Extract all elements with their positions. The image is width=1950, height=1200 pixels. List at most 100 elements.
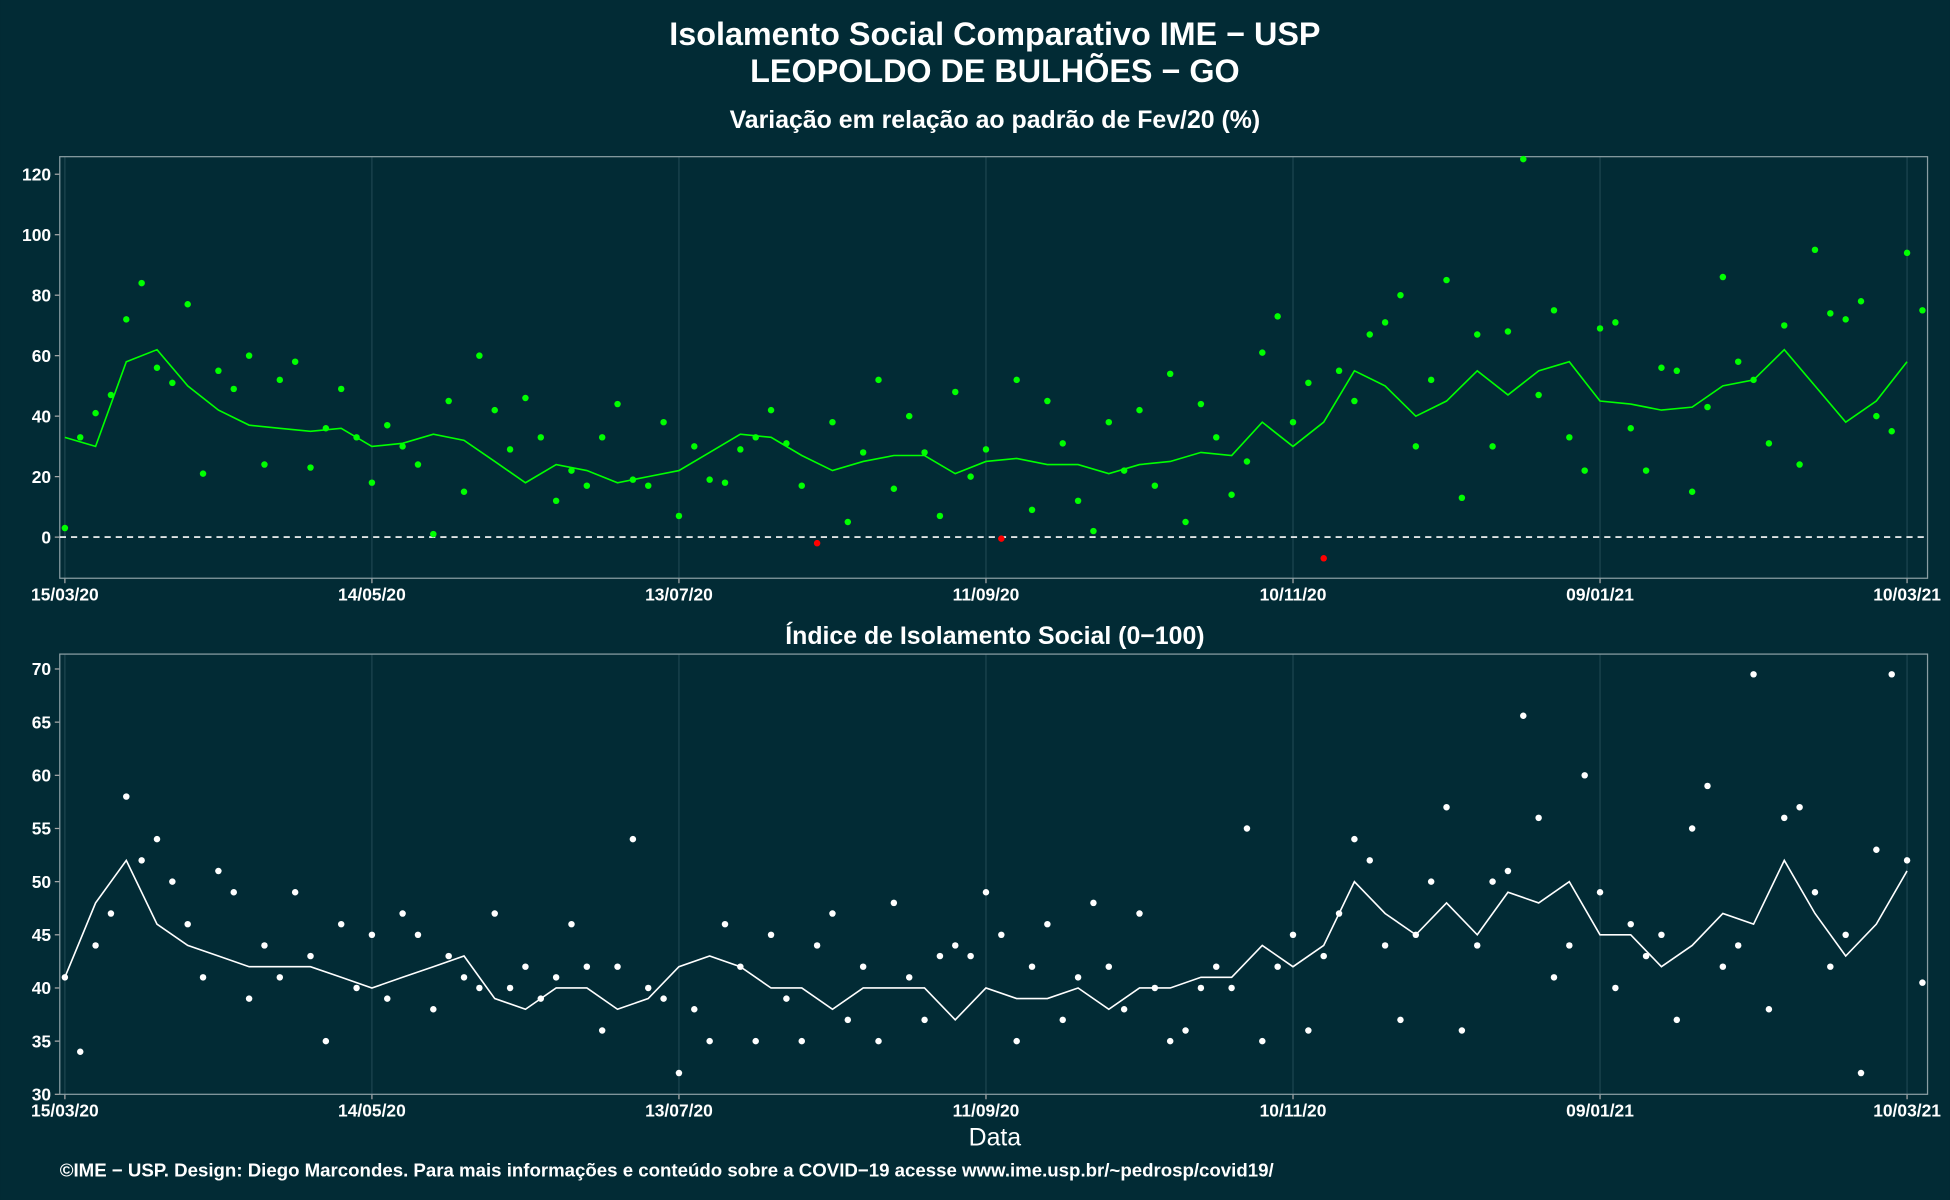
point [645, 984, 652, 992]
point [1903, 857, 1911, 864]
point [798, 482, 805, 489]
point [169, 379, 176, 387]
point [998, 535, 1005, 542]
point [92, 409, 99, 417]
point [445, 952, 452, 960]
point [890, 899, 898, 907]
point [1243, 825, 1251, 832]
point [307, 952, 314, 960]
point [491, 406, 498, 414]
point [1873, 412, 1880, 420]
point [1397, 1016, 1404, 1024]
y-tick-label: 40 [32, 406, 51, 426]
point [322, 1037, 330, 1045]
point [460, 974, 468, 981]
point [476, 984, 483, 992]
point [829, 418, 836, 426]
point [1305, 379, 1312, 387]
point [414, 931, 422, 939]
point [1105, 963, 1113, 970]
point [1074, 974, 1082, 981]
point [1796, 461, 1803, 468]
point [1259, 349, 1266, 356]
point [1719, 963, 1727, 970]
point [921, 1016, 928, 1024]
point [859, 449, 867, 456]
plot-frame [59, 156, 1929, 579]
y-tick-label: 60 [32, 766, 51, 786]
point [982, 889, 990, 896]
point [1873, 846, 1880, 853]
point [199, 974, 207, 981]
point [1182, 1027, 1189, 1034]
point [1688, 825, 1696, 832]
point [568, 920, 575, 928]
y-tick-label: 80 [32, 285, 51, 305]
point [1381, 319, 1389, 326]
point [1090, 527, 1097, 535]
x-tick-label: 10/03/21 [1873, 585, 1941, 605]
point [1612, 984, 1619, 992]
point [660, 995, 667, 1002]
point [1259, 1037, 1266, 1045]
point [1381, 942, 1389, 949]
point [629, 835, 637, 843]
y-tick-label: 55 [32, 819, 52, 839]
point [1535, 814, 1542, 822]
point [1627, 920, 1634, 928]
point [1781, 814, 1788, 822]
point [1811, 246, 1819, 254]
point [123, 316, 130, 323]
y-tick-label: 0 [41, 527, 51, 547]
point [184, 920, 191, 928]
point [1182, 518, 1189, 526]
point [583, 963, 591, 970]
point [552, 497, 560, 505]
y-tick-label: 35 [32, 1031, 52, 1051]
point [522, 394, 529, 402]
point [414, 461, 422, 468]
point [721, 920, 729, 928]
point [138, 279, 145, 287]
point [767, 406, 775, 414]
point [337, 385, 345, 393]
point [1581, 467, 1588, 474]
point [691, 1006, 698, 1013]
point [261, 461, 268, 468]
point [875, 376, 882, 384]
y-tick-label: 20 [32, 467, 51, 487]
point [230, 385, 237, 393]
point [890, 485, 898, 492]
point [1059, 1016, 1066, 1024]
y-tick-label: 40 [32, 978, 51, 998]
point [199, 470, 207, 477]
point [506, 984, 514, 992]
point [1320, 952, 1327, 960]
point [1305, 1027, 1312, 1034]
point [1857, 1069, 1865, 1077]
point [1074, 497, 1082, 505]
point [982, 446, 990, 453]
point [1443, 803, 1450, 811]
point [1658, 364, 1665, 371]
point [1243, 458, 1251, 465]
y-tick-label: 60 [32, 346, 51, 366]
point [1366, 857, 1373, 864]
point [1550, 974, 1558, 981]
point [169, 878, 176, 885]
point [537, 434, 545, 441]
footer: ©IME − USP. Design: Diego Marcondes. Par… [60, 1159, 1274, 1180]
x-tick-label: 13/07/20 [645, 585, 713, 605]
point [430, 530, 437, 538]
point [905, 974, 913, 981]
point [952, 942, 959, 949]
point [1228, 984, 1235, 992]
point [552, 974, 560, 981]
chart-subtitle: LEOPOLDO DE BULHÕES − GO [750, 52, 1239, 89]
y-tick-label: 120 [22, 164, 51, 184]
point [844, 1016, 852, 1024]
point [1612, 319, 1619, 326]
point [1581, 772, 1588, 779]
point [522, 963, 529, 970]
point [261, 942, 268, 949]
